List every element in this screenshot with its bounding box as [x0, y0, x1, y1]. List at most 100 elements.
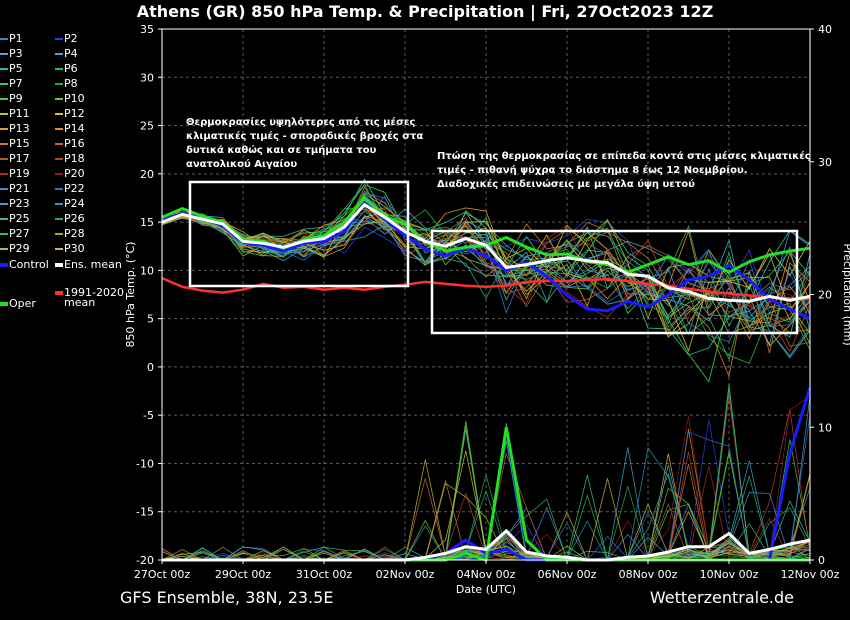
legend-swatch	[55, 173, 63, 175]
legend-swatch	[55, 203, 63, 205]
x-tick-label: 31Oct 00z	[296, 568, 353, 581]
legend-swatch	[55, 68, 63, 70]
legend-label: P1	[9, 32, 23, 45]
legend-swatch	[55, 83, 63, 85]
x-tick-label: 10Nov 00z	[700, 568, 759, 581]
legend-swatch	[55, 128, 63, 130]
y-tick-label: -10	[136, 457, 154, 470]
legend-label: P23	[9, 197, 30, 210]
legend-label: P19	[9, 167, 30, 180]
legend-swatch	[55, 143, 63, 145]
annotation-right-line: Διαδοχικές επιδεινώσεις με μεγάλα ύψη υε…	[437, 179, 695, 190]
annotation-left: Θερμοκρασίες υψηλότερες από τις μέσες κλ…	[186, 116, 423, 172]
legend-label: P29	[9, 242, 30, 255]
y-tick-label: 10	[140, 264, 154, 277]
legend-label: P12	[64, 107, 85, 120]
legend-label: P21	[9, 182, 30, 195]
legend-label: P26	[64, 212, 85, 225]
x-axis-title: Date (UTC)	[456, 583, 516, 596]
axes: -20 -15 -10 -5 0 5 10 15 20 25 30 35 0 10 20 30 40 27Oct …	[124, 23, 850, 596]
legend-label: P18	[64, 152, 85, 165]
footer-site: Wetterzentrale.de	[649, 588, 794, 607]
legend-label: P22	[64, 182, 85, 195]
legend-label: P27	[9, 227, 30, 240]
x-tick-label: 27Oct 00z	[134, 568, 191, 581]
x-tick-label: 04Nov 00z	[457, 568, 516, 581]
y-tick-label: -20	[136, 554, 154, 567]
legend-swatch	[55, 218, 63, 220]
member-temp-line	[161, 206, 811, 353]
y-tick-label: 30	[140, 71, 154, 84]
annotation-right-line: Πτώση της θερμοκρασίας σε επίπεδα κοντά …	[437, 151, 811, 162]
legend-swatch	[0, 38, 8, 40]
ensemble-members	[161, 178, 811, 562]
member-temp-line	[161, 186, 811, 379]
legend-swatch	[0, 53, 8, 55]
member-temp-line	[161, 190, 811, 351]
legend-label: P13	[9, 122, 30, 135]
legend-label: 1991-2020	[64, 286, 124, 299]
y-tick-label: 25	[140, 120, 154, 133]
annotation-boxes	[188, 180, 799, 335]
legend-label: P11	[9, 107, 30, 120]
legend-label-clim-line2: mean	[64, 296, 96, 309]
x-tick-label: 02Nov 00z	[376, 568, 435, 581]
legend-label: P24	[64, 197, 85, 210]
x-tick-label: 06Nov 00z	[538, 568, 597, 581]
member-temp-line	[161, 211, 811, 353]
legend-swatch	[55, 98, 63, 100]
legend-label: P8	[64, 77, 78, 90]
legend-label: P30	[64, 242, 85, 255]
member-temp-line	[161, 212, 811, 312]
legend-label: P17	[9, 152, 30, 165]
legend-swatch	[55, 233, 63, 235]
y2-tick-label: 10	[818, 421, 832, 434]
annotation-right-line: τιμές - πιθανή ψύχρα το διάστημα 8 έως 1…	[437, 165, 748, 176]
legend-swatch	[0, 68, 8, 70]
legend-swatch	[0, 188, 8, 190]
y-tick-label: 5	[147, 313, 154, 326]
x-tick-label: 08Nov 00z	[619, 568, 678, 581]
legend-swatch	[0, 233, 8, 235]
legend-label: P4	[64, 47, 78, 60]
legend-label: P5	[9, 62, 23, 75]
legend-label: P7	[9, 77, 23, 90]
legend-swatch	[55, 53, 63, 55]
y-tick-label: 35	[140, 23, 154, 36]
legend-swatch	[0, 248, 8, 250]
legend-swatch	[0, 173, 8, 175]
annotation-left-line: δυτικά καθώς και σε τμήματα του	[186, 145, 377, 156]
legend-label: P3	[9, 47, 23, 60]
y2-tick-label: 0	[818, 554, 825, 567]
legend-swatch	[55, 38, 63, 40]
y-tick-label: -15	[136, 506, 154, 519]
annotation-box-right	[430, 229, 799, 335]
y-tick-label: 15	[140, 216, 154, 229]
legend-label: P15	[9, 137, 30, 150]
legend-swatch	[0, 113, 8, 115]
chart-title: Athens (GR) 850 hPa Temp. & Precipitatio…	[136, 2, 714, 21]
legend-label: P9	[9, 92, 23, 105]
y2-tick-label: 30	[818, 156, 832, 169]
legend-swatch	[55, 188, 63, 190]
legend-swatch	[55, 158, 63, 160]
legend-label: P20	[64, 167, 85, 180]
annotation-left-line: ανατολικού Αιγαίου	[186, 159, 298, 170]
legend-label: Ens. mean	[64, 258, 122, 271]
legend-swatch	[0, 143, 8, 145]
legend-swatch	[55, 113, 63, 115]
legend-label: Oper	[9, 297, 36, 310]
ens-mean-temp-line	[161, 202, 811, 303]
y-axis-title: 850 hPa Temp. (°C)	[124, 242, 137, 348]
y2-axis-title: Precipitation (mm)	[841, 243, 850, 345]
y-tick-label: 20	[140, 168, 154, 181]
grid	[161, 28, 811, 561]
member-precip-line	[162, 419, 811, 561]
annotation-right: Πτώση της θερμοκρασίας σε επίπεδα κοντά …	[437, 150, 811, 192]
x-tick-label: 29Oct 00z	[215, 568, 272, 581]
y2-tick-label: 40	[818, 23, 832, 36]
legend-swatch	[0, 83, 8, 85]
legend-swatch	[0, 263, 8, 267]
legend-swatch	[0, 302, 8, 306]
legend-label: P28	[64, 227, 85, 240]
